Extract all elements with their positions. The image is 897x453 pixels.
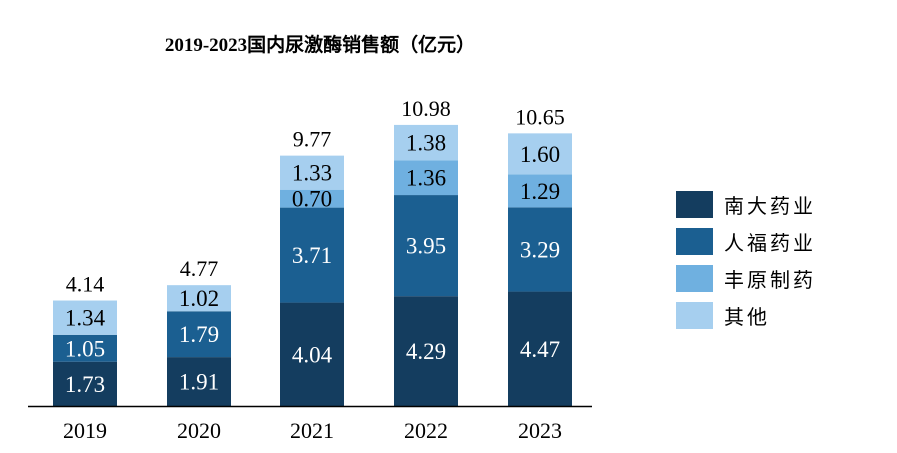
legend-label: 人福药业 xyxy=(724,231,816,255)
legend: 南大药业人福药业丰原制药其他 xyxy=(676,186,816,334)
bar-segment xyxy=(508,207,572,292)
bar-segment xyxy=(508,133,572,175)
bar-segment xyxy=(394,195,458,297)
value-label: 3.29 xyxy=(520,237,560,262)
total-label: 10.98 xyxy=(401,96,451,121)
value-label: 4.04 xyxy=(292,342,333,367)
legend-swatch xyxy=(676,265,713,292)
x-tick-label: 2020 xyxy=(177,418,221,443)
legend-item: 南大药业 xyxy=(676,186,816,223)
bar-segment xyxy=(394,124,458,161)
x-tick-label: 2021 xyxy=(290,418,334,443)
total-label: 10.65 xyxy=(515,104,565,129)
legend-label: 其他 xyxy=(724,305,770,329)
value-label: 1.29 xyxy=(520,179,560,204)
value-label: 1.38 xyxy=(406,131,446,156)
value-label: 0.70 xyxy=(292,187,332,212)
value-label: 4.29 xyxy=(406,339,446,364)
stacked-bar-chart: 1.73 1.05 1.34 4.14 2019 1.91 1.79 1.02 4.77 2020… xyxy=(28,96,592,443)
bar-segment xyxy=(167,285,231,312)
bar-segment xyxy=(280,302,344,406)
value-label: 1.79 xyxy=(179,322,219,347)
total-label: 9.77 xyxy=(293,127,332,152)
legend-swatch xyxy=(676,191,713,218)
value-label: 1.05 xyxy=(65,336,105,361)
legend-label: 南大药业 xyxy=(724,194,816,218)
bar-segment xyxy=(508,174,572,208)
legend-swatch xyxy=(676,302,713,329)
bar-segment xyxy=(53,361,117,406)
legend-item: 人福药业 xyxy=(676,223,816,260)
bar-segment xyxy=(53,300,117,335)
value-label: 1.91 xyxy=(179,370,219,395)
value-label: 1.36 xyxy=(406,166,446,191)
value-label: 1.33 xyxy=(292,161,332,186)
bar-segment xyxy=(280,189,344,208)
value-label: 3.71 xyxy=(292,243,332,268)
legend-item: 其他 xyxy=(676,297,816,334)
bar-segment xyxy=(280,207,344,303)
legend-swatch xyxy=(676,228,713,255)
bar-segment xyxy=(394,160,458,196)
total-label: 4.77 xyxy=(180,256,219,281)
legend-item: 丰原制药 xyxy=(676,260,816,297)
bar-segment xyxy=(508,291,572,406)
bar-segment xyxy=(167,311,231,358)
bar-segment xyxy=(53,334,117,362)
value-label: 3.95 xyxy=(406,234,446,259)
x-tick-label: 2019 xyxy=(63,418,107,443)
chart-title: 2019-2023国内尿激酶销售额（亿元） xyxy=(164,35,476,56)
value-label: 1.73 xyxy=(65,372,105,397)
legend-label: 丰原制药 xyxy=(724,268,816,292)
x-tick-label: 2022 xyxy=(404,418,448,443)
bar-segment xyxy=(394,296,458,406)
bar-segment xyxy=(280,155,344,190)
bar-segment xyxy=(167,357,231,406)
total-label: 4.14 xyxy=(66,272,105,297)
value-label: 4.47 xyxy=(520,337,560,362)
value-label: 1.34 xyxy=(65,306,106,331)
value-label: 1.02 xyxy=(179,286,219,311)
value-label: 1.60 xyxy=(520,142,560,167)
x-tick-label: 2023 xyxy=(518,418,562,443)
